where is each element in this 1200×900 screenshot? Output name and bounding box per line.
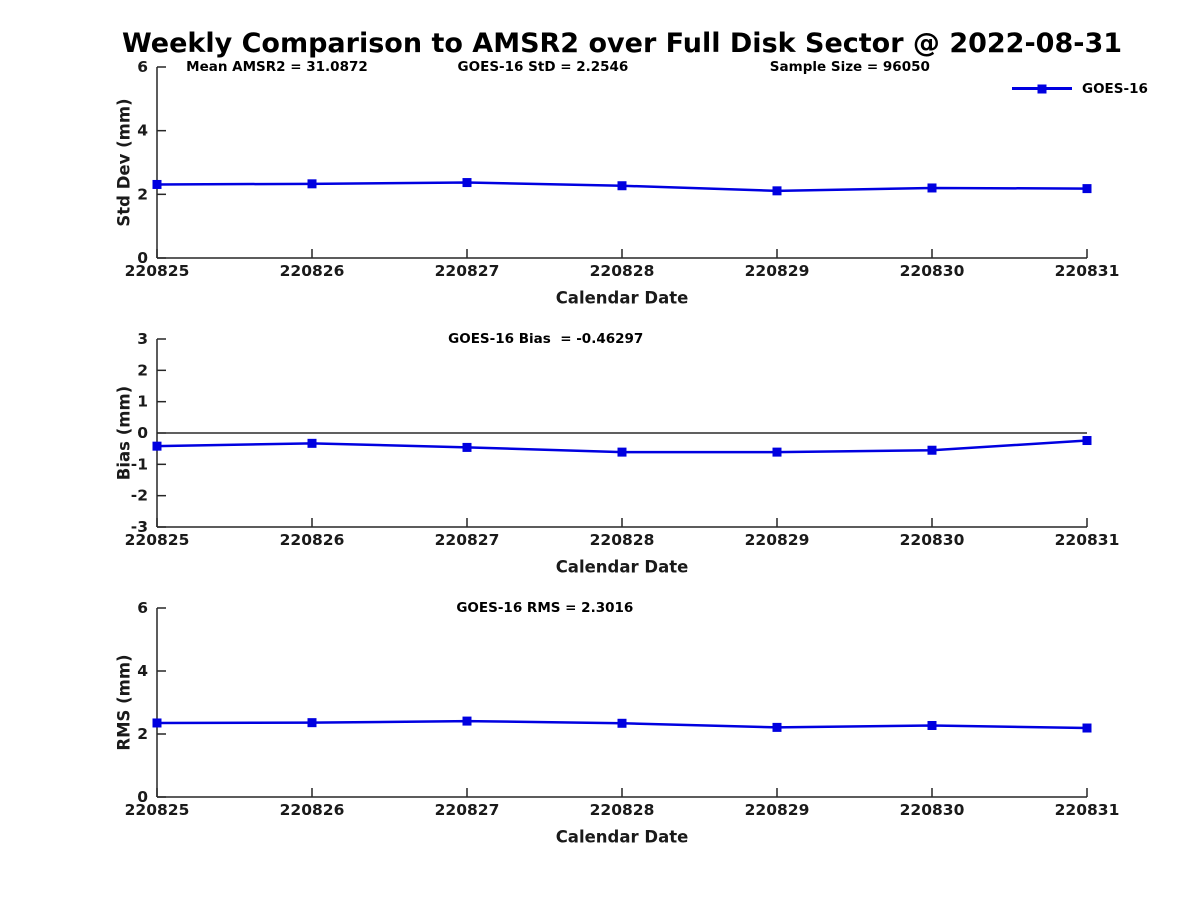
y-tick-label: 4 — [137, 122, 148, 140]
legend-series-label: GOES-16 — [1082, 80, 1148, 97]
x-tick-label: 220830 — [900, 801, 965, 819]
stat-annotation: Mean AMSR2 = 31.0872 — [186, 59, 368, 75]
x-tick-label: 220831 — [1055, 262, 1120, 280]
chart-rms: 0 2 4 6 220825 220826 220827 220828 220829 220830… — [115, 599, 1120, 847]
x-axis-label: Calendar Date — [556, 558, 689, 577]
x-tick-label: 220826 — [280, 531, 345, 549]
x-tick-label: 220830 — [900, 531, 965, 549]
data-point-marker — [927, 445, 937, 455]
data-point-marker — [307, 718, 317, 728]
y-axis-label: Bias (mm) — [115, 386, 134, 480]
data-point-marker — [307, 179, 317, 189]
legend-marker-icon — [1037, 84, 1047, 93]
figure-title: Weekly Comparison to AMSR2 over Full Dis… — [121, 28, 1123, 59]
y-tick-label: -2 — [131, 487, 148, 505]
stat-annotation: GOES-16 RMS = 2.3016 — [456, 600, 633, 616]
x-tick-label: 220829 — [745, 262, 810, 280]
y-tick-label: 6 — [137, 58, 148, 76]
data-point-marker — [1082, 436, 1092, 446]
x-tick-label: 220827 — [435, 531, 500, 549]
data-point-marker — [927, 183, 937, 193]
data-point-marker — [462, 442, 472, 452]
data-point-marker — [772, 447, 782, 457]
data-point-marker — [772, 722, 782, 732]
data-point-marker — [307, 438, 317, 448]
x-tick-label: 220829 — [745, 531, 810, 549]
x-tick-label: 220827 — [435, 801, 500, 819]
data-point-marker — [927, 720, 937, 730]
chart-std-dev: 0 2 4 6 220825 220826 220827 220828 220829 220830… — [115, 58, 1120, 308]
x-tick-label: 220830 — [900, 262, 965, 280]
x-tick-label: 220826 — [280, 262, 345, 280]
data-point-marker — [152, 179, 162, 189]
data-point-marker — [617, 718, 627, 728]
x-tick-label: 220831 — [1055, 801, 1120, 819]
data-point-marker — [1082, 723, 1092, 733]
x-tick-label: 220825 — [125, 531, 190, 549]
data-point-marker — [617, 447, 627, 457]
stat-annotation: GOES-16 StD = 2.2546 — [458, 59, 629, 75]
y-tick-label: -1 — [131, 455, 148, 473]
stat-annotation: GOES-16 Bias = -0.46297 — [448, 331, 643, 347]
data-point-marker — [1082, 184, 1092, 194]
y-tick-label: 6 — [137, 599, 148, 617]
y-tick-label: 2 — [137, 361, 148, 379]
y-tick-label: 2 — [137, 725, 148, 743]
data-point-marker — [152, 718, 162, 728]
x-tick-label: 220829 — [745, 801, 810, 819]
stat-annotation: Sample Size = 96050 — [770, 59, 930, 75]
x-axis-label: Calendar Date — [556, 828, 689, 847]
data-point-marker — [772, 186, 782, 196]
x-tick-label: 220831 — [1055, 531, 1120, 549]
y-tick-label: 3 — [137, 330, 148, 348]
x-tick-label: 220828 — [590, 531, 655, 549]
y-tick-label: 2 — [137, 185, 148, 203]
y-axis-label: Std Dev (mm) — [115, 98, 134, 226]
x-tick-label: 220826 — [280, 801, 345, 819]
data-point-marker — [617, 181, 627, 191]
y-tick-label: 4 — [137, 662, 148, 680]
data-point-marker — [462, 716, 472, 726]
y-tick-label: 1 — [137, 393, 148, 411]
y-axis-label: RMS (mm) — [115, 654, 134, 750]
chart-bias: -3 -2 -1 0 1 2 3 220825 220826 220827 220828 220829… — [115, 330, 1120, 577]
x-tick-label: 220825 — [125, 801, 190, 819]
legend-line-sample — [1012, 84, 1072, 93]
x-tick-label: 220827 — [435, 262, 500, 280]
data-point-marker — [462, 178, 472, 188]
x-axis-label: Calendar Date — [556, 289, 689, 308]
y-tick-label: -3 — [131, 518, 148, 536]
x-tick-label: 220828 — [590, 801, 655, 819]
y-tick-label: 0 — [137, 788, 148, 806]
legend: GOES-16 — [1012, 80, 1148, 97]
y-tick-label: 0 — [137, 249, 148, 267]
y-tick-label: 0 — [137, 424, 148, 442]
x-tick-label: 220828 — [590, 262, 655, 280]
x-tick-label: 220825 — [125, 262, 190, 280]
data-point-marker — [152, 441, 162, 451]
